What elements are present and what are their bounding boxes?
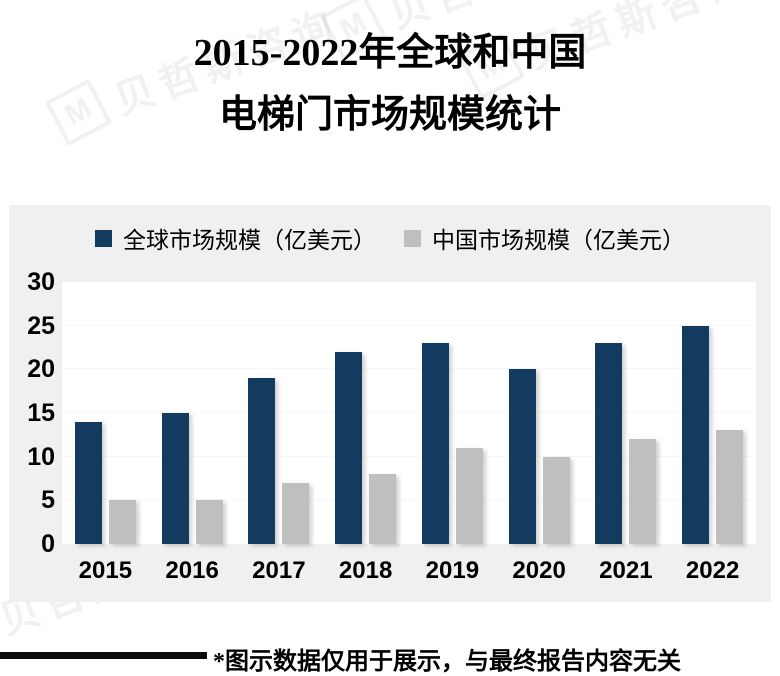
bar-group-2018 xyxy=(322,282,409,544)
bar-group-2017 xyxy=(236,282,323,544)
bar-global-2021 xyxy=(595,343,623,544)
y-axis-tick-0: 0 xyxy=(41,530,55,558)
chart-panel: 全球市场规模（亿美元） 中国市场规模（亿美元） 0 5 10 15 20 25 30 201… xyxy=(9,205,771,602)
x-axis-label-2015: 2015 xyxy=(78,557,133,584)
x-axis-label-2017: 2017 xyxy=(252,557,306,584)
x-axis-label-2016: 2016 xyxy=(165,557,219,584)
footer-divider xyxy=(0,652,207,659)
y-axis-tick-20: 20 xyxy=(27,355,55,384)
bar-global-2019 xyxy=(421,343,449,544)
x-axis-label-2021: 2021 xyxy=(599,557,653,584)
bar-group-2015 xyxy=(62,282,149,544)
x-axis-label-2022: 2022 xyxy=(685,557,740,584)
bar-china-2017 xyxy=(282,482,310,544)
x-axis-label-2020: 2020 xyxy=(512,557,566,584)
plot-area xyxy=(62,282,756,544)
bar-global-2018 xyxy=(335,351,363,544)
legend-global-label: 全球市场规模（亿美元） xyxy=(123,228,376,253)
bar-china-2021 xyxy=(629,439,657,544)
y-axis-tick-15: 15 xyxy=(27,399,55,427)
bar-global-2020 xyxy=(508,369,536,544)
bar-china-2018 xyxy=(369,474,397,544)
bar-china-2016 xyxy=(195,500,223,544)
bar-group-2021 xyxy=(583,282,670,544)
x-axis-label-2018: 2018 xyxy=(338,557,393,584)
legend-china-swatch-icon xyxy=(404,229,421,247)
bar-group-2019 xyxy=(409,282,496,544)
y-axis-tick-30: 30 xyxy=(27,268,55,296)
legend-global-swatch-icon xyxy=(95,229,112,247)
bar-china-2019 xyxy=(455,447,483,544)
x-axis-label-2019: 2019 xyxy=(425,557,480,584)
bar-group-2022 xyxy=(669,282,756,544)
bar-global-2016 xyxy=(161,413,189,544)
page-title-line1: 2015-2022年全球和中国 xyxy=(193,32,587,74)
x-axis: 2015 2016 2017 2018 2019 2020 2021 2022 xyxy=(62,555,756,587)
page-title: 2015-2022年全球和中国 电梯门市场规模统计 xyxy=(0,22,780,146)
chart-legend: 全球市场规模（亿美元） 中国市场规模（亿美元） xyxy=(9,221,771,255)
y-axis-tick-10: 10 xyxy=(27,442,55,471)
bar-global-2017 xyxy=(248,378,276,544)
page-title-line2: 电梯门市场规模统计 xyxy=(218,94,561,136)
bar-china-2015 xyxy=(108,500,136,544)
bar-group-2020 xyxy=(496,282,583,544)
legend-china-label: 中国市场规模（亿美元） xyxy=(432,228,685,253)
y-axis-tick-5: 5 xyxy=(41,486,55,515)
y-axis: 0 5 10 15 20 25 30 xyxy=(9,268,55,558)
bar-global-2015 xyxy=(74,421,102,544)
bar-china-2022 xyxy=(716,430,744,544)
footnote: *图示数据仅用于展示，与最终报告内容无关 xyxy=(213,649,681,675)
bar-global-2022 xyxy=(682,325,710,544)
bar-china-2020 xyxy=(542,456,570,544)
bar-group-2016 xyxy=(149,282,236,544)
y-axis-tick-25: 25 xyxy=(27,311,55,340)
legend-item-global: 全球市场规模（亿美元） xyxy=(95,221,376,255)
legend-item-china: 中国市场规模（亿美元） xyxy=(404,221,685,255)
